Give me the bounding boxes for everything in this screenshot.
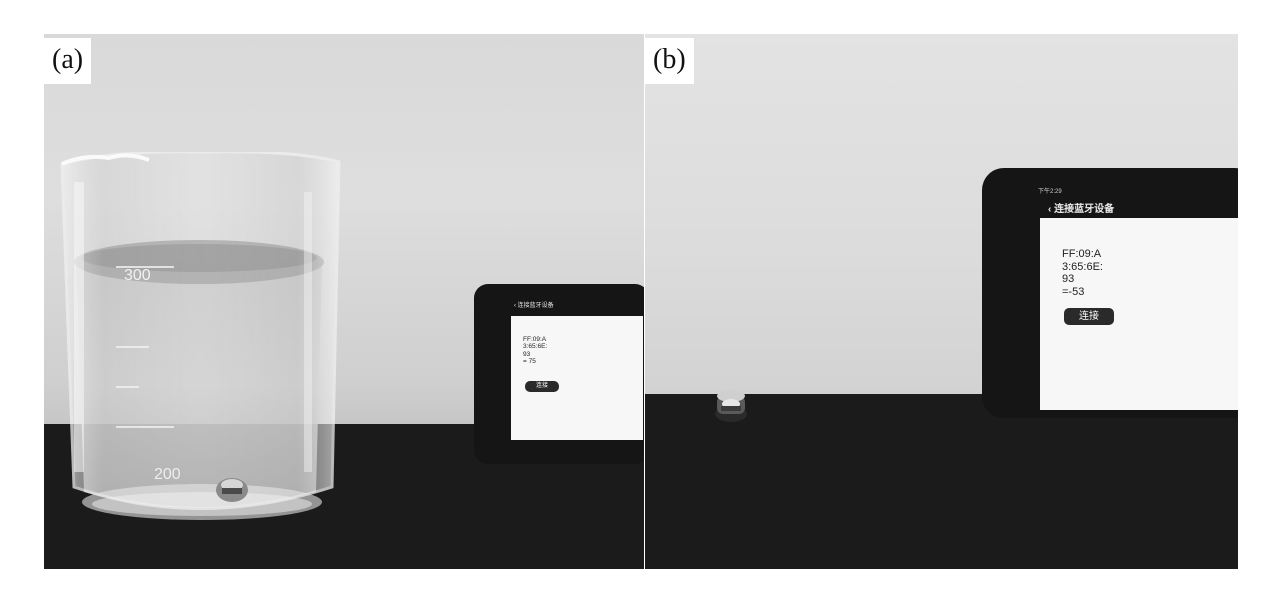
glass-beaker: 300 200 <box>60 152 341 520</box>
sensor-device <box>715 390 747 422</box>
connect-button[interactable]: 连接 <box>525 381 559 392</box>
submerged-sensor <box>216 478 248 502</box>
panel-label-a: (a) <box>44 38 92 84</box>
panel-label-b: (b) <box>645 38 694 84</box>
device-line: =-53 <box>1062 285 1085 298</box>
device-line: = 75 <box>523 358 536 366</box>
connect-button[interactable]: 连接 <box>1064 308 1114 325</box>
app-header-title[interactable]: ‹ 连接蓝牙设备 <box>514 303 554 309</box>
device-line: 93 <box>1062 273 1075 286</box>
app-screen: FF:09:A 3:65:6E: 93 =-53 连接 <box>1040 218 1238 410</box>
device-line: FF:09:A <box>523 336 547 343</box>
device-line: 3:65:6E: <box>1062 260 1103 273</box>
beaker-graduation-marks <box>116 266 174 428</box>
app-screen: FF:09:A 3:65:6E: 93 = 75 连接 <box>511 316 643 440</box>
photo-panel-a: 300 200 ‹ 连接蓝牙设备 FF:09:A 3:65:6E: 93 = 7… <box>44 34 644 569</box>
device-line: 3:65:6E: <box>523 343 548 351</box>
device-line: FF:09:A <box>1062 248 1102 260</box>
status-time: 下午2:29 <box>1038 189 1062 195</box>
graduation-300: 300 <box>124 267 151 284</box>
device-info: FF:09:A 3:65:6E: 93 = 75 <box>523 336 547 366</box>
app-header-title[interactable]: ‹ 连接蓝牙设备 <box>1048 204 1115 215</box>
device-line: 93 <box>523 350 531 358</box>
dark-table-surface <box>645 394 1238 569</box>
device-info: FF:09:A 3:65:6E: 93 =-53 <box>1062 248 1103 299</box>
graduation-200: 200 <box>154 466 181 483</box>
photo-panel-b: 下午2:29 ‹ 连接蓝牙设备 FF:09:A 3:65:6E: 93 =-53… <box>645 34 1238 569</box>
tablet-device: 下午2:29 ‹ 连接蓝牙设备 FF:09:A 3:65:6E: 93 =-53… <box>982 168 1238 418</box>
tablet-device: ‹ 连接蓝牙设备 FF:09:A 3:65:6E: 93 = 75 连接 <box>474 284 644 464</box>
